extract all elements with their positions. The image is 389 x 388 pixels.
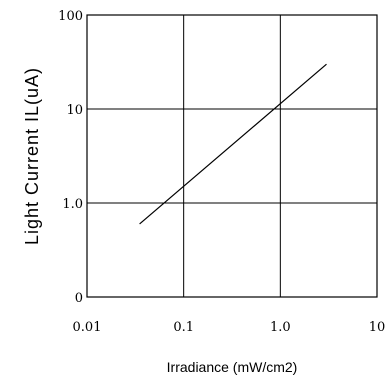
- y-axis-title: Light Current IL(uA): [22, 67, 42, 245]
- y-tick-label: 10: [66, 103, 83, 118]
- x-axis-title: Irradiance (mW/cm2): [167, 359, 298, 375]
- x-tick-label: 0.01: [73, 320, 102, 335]
- y-tick-label: 0: [75, 291, 83, 306]
- x-tick-label: 1.0: [270, 320, 291, 335]
- y-tick-label: 1.0: [62, 197, 83, 212]
- y-tick-labels: 0 1.0 10 100: [58, 9, 83, 306]
- series-lines: [139, 63, 327, 225]
- x-tick-label: 0.1: [173, 320, 194, 335]
- y-tick-label: 100: [58, 9, 83, 24]
- x-tick-label: 10: [369, 320, 386, 335]
- x-tick-labels: 0.01 0.1 1.0 10: [73, 320, 386, 335]
- plot-frame: [86, 14, 378, 298]
- series-line: [139, 63, 327, 225]
- grid-lines: [87, 15, 377, 297]
